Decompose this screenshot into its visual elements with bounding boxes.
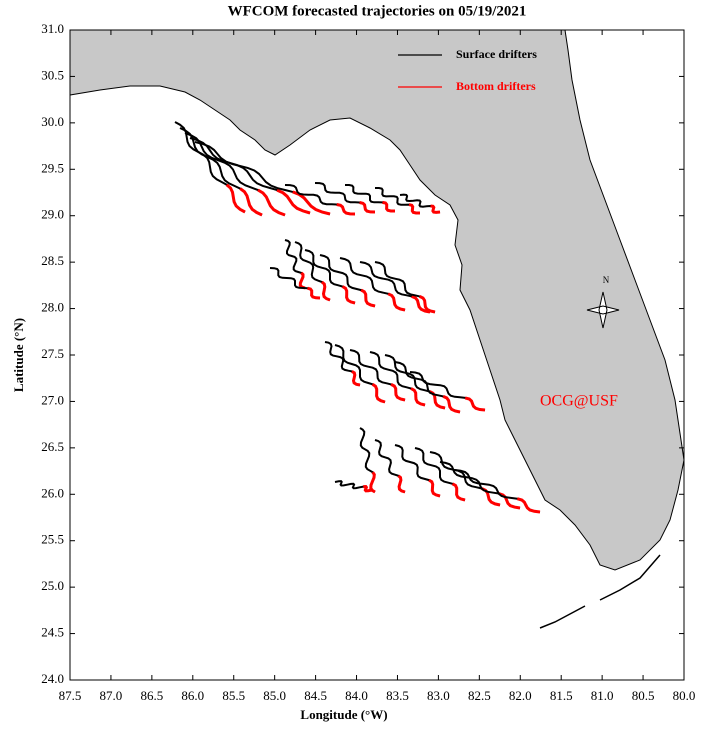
y-tick-label: 26.0 bbox=[41, 485, 64, 500]
land bbox=[69, 29, 685, 571]
bottom-trajectory bbox=[239, 187, 263, 217]
y-tick-label: 28.5 bbox=[41, 253, 64, 268]
bottom-trajectory bbox=[442, 395, 461, 414]
x-tick-label: 84.5 bbox=[304, 688, 327, 703]
compass-label: N bbox=[603, 275, 610, 285]
bottom-trajectory bbox=[464, 396, 486, 412]
y-tick-label: 26.5 bbox=[41, 439, 64, 454]
x-tick-label: 80.5 bbox=[632, 688, 655, 703]
bottom-trajectory bbox=[387, 292, 406, 312]
bottom-trajectory bbox=[351, 370, 361, 387]
x-tick-label: 83.0 bbox=[427, 688, 450, 703]
bottom-trajectory bbox=[408, 203, 420, 215]
map-title: WFCOM forecasted trajectories on 05/19/2… bbox=[228, 3, 527, 19]
x-tick-label: 85.5 bbox=[222, 688, 245, 703]
bottom-trajectory bbox=[363, 484, 373, 493]
bottom-trajectory bbox=[341, 285, 356, 305]
bottom-trajectory bbox=[430, 204, 441, 214]
bottom-trajectory bbox=[307, 286, 321, 300]
bottom-trajectory bbox=[292, 190, 331, 216]
bottom-trajectory bbox=[359, 201, 376, 214]
bottom-trajectory bbox=[298, 271, 306, 290]
y-tick-label: 25.5 bbox=[41, 532, 64, 547]
compass: N bbox=[586, 275, 620, 329]
y-tick-label: 25.0 bbox=[41, 578, 64, 593]
y-tick-label: 30.5 bbox=[41, 67, 64, 82]
bottom-trajectory bbox=[360, 288, 376, 308]
x-tick-label: 83.5 bbox=[386, 688, 409, 703]
y-tick-label: 24.5 bbox=[41, 625, 64, 640]
bottom-trajectory bbox=[371, 383, 386, 404]
x-tick-label: 82.0 bbox=[509, 688, 532, 703]
y-tick-label: 29.0 bbox=[41, 207, 64, 222]
x-tick-label: 81.5 bbox=[550, 688, 573, 703]
x-tick-label: 87.0 bbox=[100, 688, 123, 703]
y-tick-label: 27.0 bbox=[41, 392, 64, 407]
bottom-trajectory bbox=[276, 188, 311, 215]
bottom-trajectory bbox=[369, 471, 376, 494]
bottom-trajectory bbox=[410, 387, 426, 407]
x-tick-label: 86.0 bbox=[181, 688, 204, 703]
bottom-trajectory bbox=[336, 203, 356, 216]
bottom-trajectory bbox=[390, 383, 406, 402]
bottom-trajectory bbox=[397, 474, 406, 494]
y-tick-label: 28.0 bbox=[41, 300, 64, 315]
x-tick-label: 81.0 bbox=[591, 688, 614, 703]
annotation: OCG@USF bbox=[540, 393, 618, 410]
bottom-trajectory bbox=[411, 295, 431, 314]
y-tick-label: 29.5 bbox=[41, 160, 64, 175]
y-tick-label: 24.0 bbox=[41, 671, 64, 686]
bottom-trajectory bbox=[428, 478, 441, 498]
bottom-trajectory bbox=[382, 200, 395, 213]
legend-label: Bottom drifters bbox=[456, 79, 536, 93]
x-tick-label: 85.0 bbox=[263, 688, 286, 703]
bottom-trajectory bbox=[257, 188, 286, 217]
bottom-trajectory bbox=[225, 183, 246, 214]
bottom-trajectory bbox=[418, 295, 436, 314]
bottom-trajectory bbox=[516, 497, 541, 514]
trajectories bbox=[174, 121, 541, 514]
x-tick-label: 86.5 bbox=[140, 688, 163, 703]
bottom-trajectory bbox=[320, 280, 331, 302]
keys bbox=[539, 554, 661, 629]
compass-rose bbox=[586, 291, 620, 329]
bottom-trajectory bbox=[451, 482, 466, 502]
legend-label: Surface drifters bbox=[456, 47, 537, 61]
y-tick-label: 30.0 bbox=[41, 114, 64, 129]
bottom-trajectory bbox=[498, 492, 521, 510]
y-axis-label: Latitude (°N) bbox=[11, 318, 26, 392]
x-tick-label: 82.5 bbox=[468, 688, 491, 703]
x-tick-label: 87.5 bbox=[59, 688, 82, 703]
x-axis-label: Longitude (°W) bbox=[300, 707, 387, 722]
y-tick-label: 31.0 bbox=[41, 21, 64, 36]
x-tick-label: 84.0 bbox=[345, 688, 368, 703]
y-tick-label: 27.5 bbox=[41, 346, 64, 361]
x-tick-label: 80.0 bbox=[673, 688, 696, 703]
